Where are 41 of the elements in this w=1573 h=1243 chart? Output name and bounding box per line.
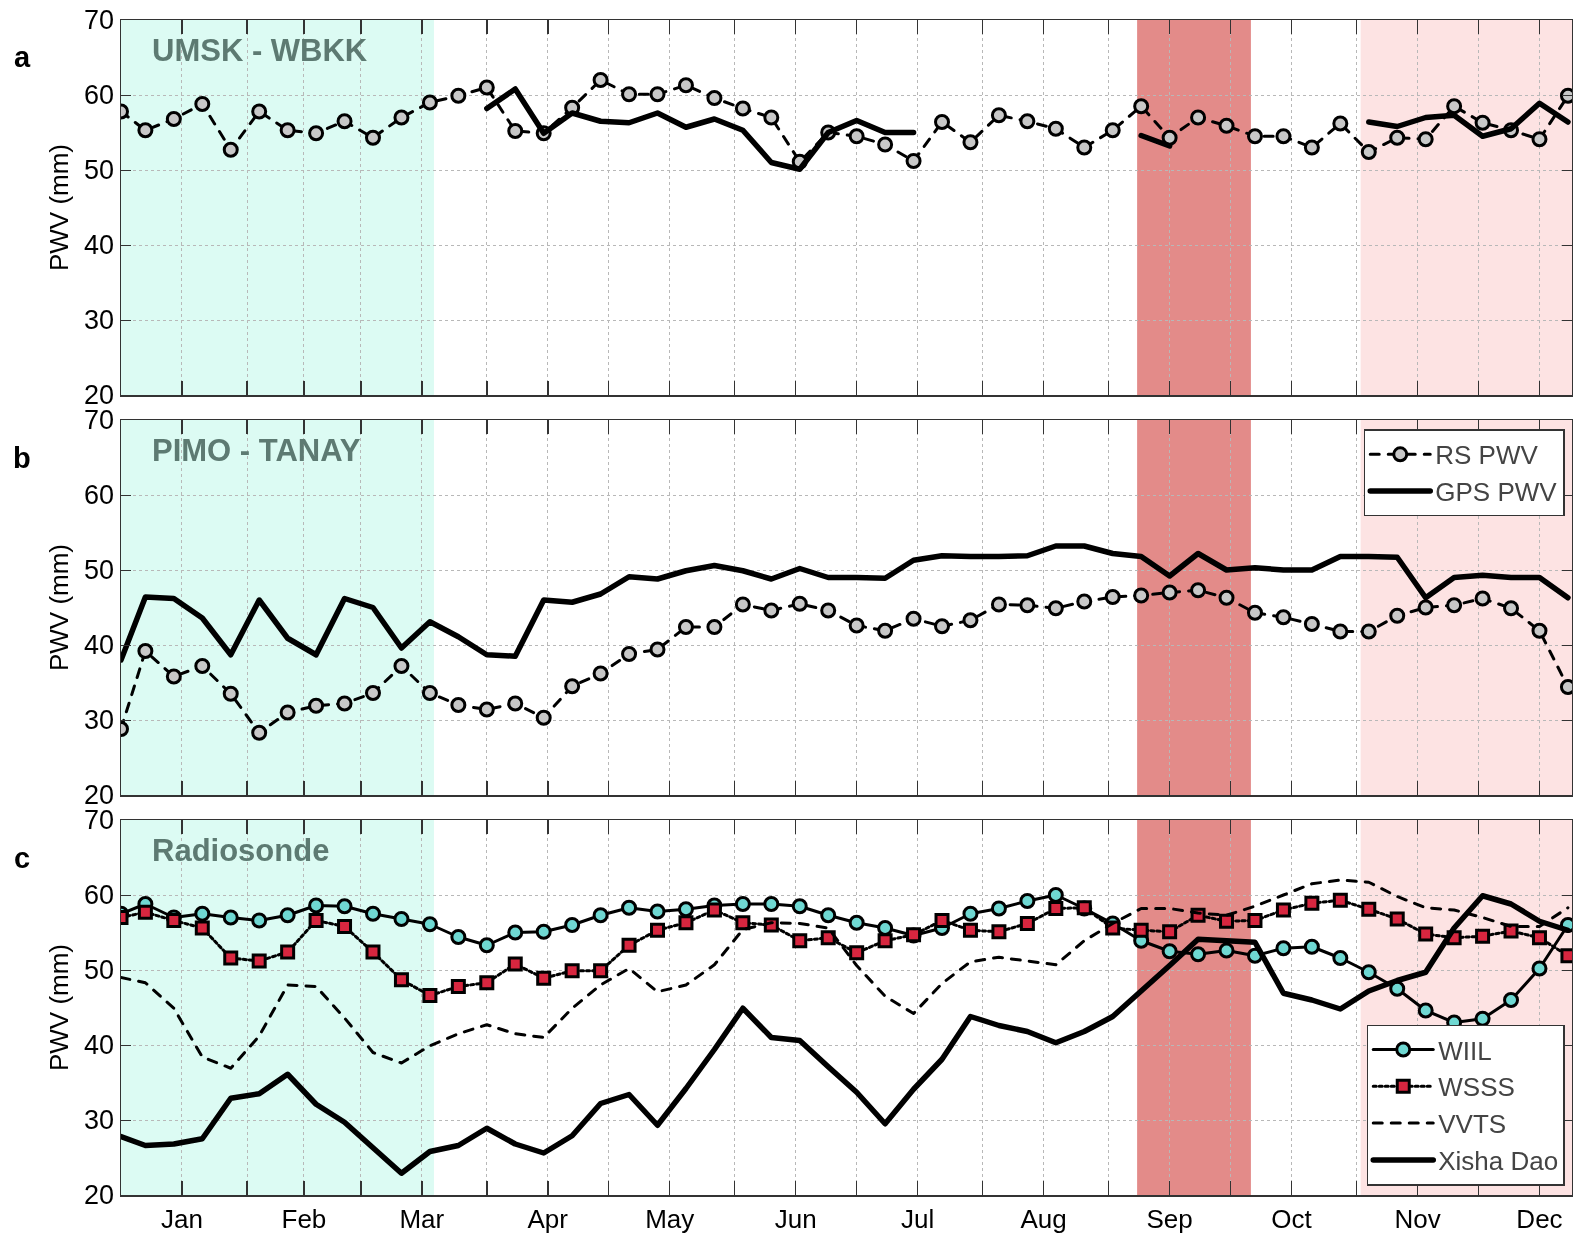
x-tick-label: Aug xyxy=(1020,1203,1067,1234)
y-tick-label: 60 xyxy=(84,480,115,511)
y-tick-label: 70 xyxy=(84,5,115,36)
x-tick-label: Jul xyxy=(901,1203,935,1234)
y-axis-title: PWV (mm) xyxy=(43,143,74,272)
legend-label: Xisha Dao xyxy=(1438,1146,1559,1177)
text: c xyxy=(14,842,31,874)
y-tick-label: 30 xyxy=(84,1105,115,1136)
y-tick-label: 40 xyxy=(84,1030,115,1061)
x-tick-label: Dec xyxy=(1516,1203,1563,1234)
y-tick-label: 50 xyxy=(84,555,115,586)
y-tick-label: 30 xyxy=(84,305,115,336)
y-tick-label: 50 xyxy=(84,955,115,986)
x-tick-label: May xyxy=(645,1203,695,1234)
x-tick-label: Oct xyxy=(1271,1203,1313,1234)
y-axis-title: PWV (mm) xyxy=(43,943,74,1072)
y-tick-label: 40 xyxy=(84,630,115,661)
x-tick-label: Feb xyxy=(281,1203,327,1234)
y-tick-label: 30 xyxy=(84,705,115,736)
text: a xyxy=(14,41,31,73)
text: UMSK - WBKK xyxy=(152,33,368,68)
y-tick-label: 60 xyxy=(84,880,115,911)
x-tick-label: Jun xyxy=(774,1203,817,1234)
legend-label: VVTS xyxy=(1438,1109,1507,1140)
legend-label: GPS PWV xyxy=(1435,477,1558,508)
x-tick-label: Nov xyxy=(1394,1203,1441,1234)
y-tick-label: 40 xyxy=(84,230,115,261)
x-tick-label: Jan xyxy=(161,1203,203,1234)
x-tick-label: Apr xyxy=(527,1203,569,1234)
y-tick-label: 20 xyxy=(84,1180,115,1211)
legend-label: RS PWV xyxy=(1435,440,1539,471)
y-axis-title: PWV (mm) xyxy=(43,543,74,672)
legend-label: WSSS xyxy=(1438,1072,1515,1103)
y-tick-label: 50 xyxy=(84,155,115,186)
y-tick-label: 60 xyxy=(84,80,115,111)
x-tick-label: Sep xyxy=(1146,1203,1193,1234)
text: b xyxy=(13,442,31,474)
x-tick-label: Mar xyxy=(399,1203,445,1234)
legend-label: WIIL xyxy=(1438,1035,1492,1066)
text: Radiosonde xyxy=(152,833,330,868)
text: PIMO - TANAY xyxy=(152,433,361,468)
